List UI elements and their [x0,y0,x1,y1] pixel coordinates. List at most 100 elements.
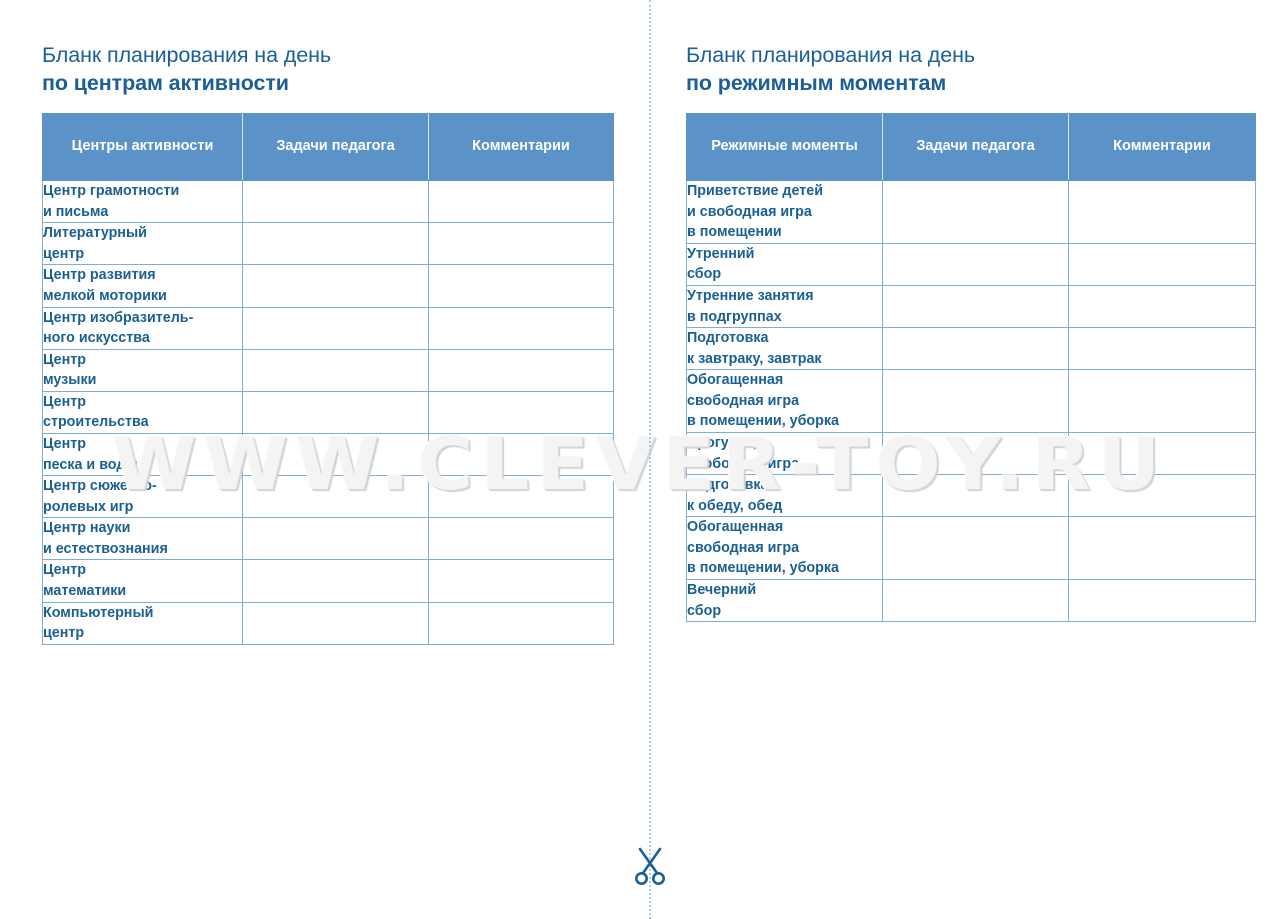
task-input-cell[interactable] [242,222,429,266]
task-input-cell[interactable] [242,559,429,603]
row-label: Утренние занятия в подгруппах [686,284,883,329]
row-label: Центр математики [42,559,243,603]
task-input-cell[interactable] [882,579,1069,623]
column-header-tasks: Задачи педагога [242,113,429,182]
row-label: Обогащенная свободная игра в помещении, … [686,516,883,581]
column-header-comments: Комментарии [428,113,614,182]
comment-input-cell[interactable] [428,222,614,266]
daily-routine-table-body: Приветствие детей и свободная игра в пом… [686,180,1256,623]
comment-input-cell[interactable] [428,475,614,519]
table-row: Подготовка к завтраку, завтрак [686,327,1256,371]
task-input-cell[interactable] [242,306,429,350]
right-form-title: Бланк планирования на день по режимным м… [686,42,1255,97]
comment-input-cell[interactable] [1068,242,1256,286]
table-row: Подготовка к обеду, обед [686,474,1256,518]
row-label: Подготовка к завтраку, завтрак [686,327,883,371]
table-row: Утренние занятия в подгруппах [686,284,1256,329]
table-row: Вечерний сбор [686,579,1256,623]
task-input-cell[interactable] [882,327,1069,371]
row-label: Центр науки и естествознания [42,517,243,561]
daily-routine-table-head: Режимные моменты Задачи педагога Коммент… [686,113,1256,182]
table-row: Обогащенная свободная игра в помещении, … [686,369,1256,433]
right-form-title-line1: Бланк планирования на день [686,43,975,67]
table-row: Приветствие детей и свободная игра в пом… [686,180,1256,244]
comment-input-cell[interactable] [1068,180,1256,244]
task-input-cell[interactable] [242,264,429,308]
row-label: Центр грамотности и письма [42,180,243,224]
row-label: Центр песка и воды [42,432,243,477]
table-row: Центр грамотности и письма [42,180,614,224]
table-row: Прогулка, свободная игра [686,431,1256,476]
task-input-cell[interactable] [242,180,429,224]
table-row: Обогащенная свободная игра в помещении, … [686,516,1256,581]
table-row: Центр музыки [42,348,614,392]
column-header-tasks: Задачи педагога [882,113,1069,182]
task-input-cell[interactable] [882,431,1069,476]
comment-input-cell[interactable] [428,517,614,561]
left-form-panel: Бланк планирования на день по центрам ак… [42,42,614,645]
row-label: Центр музыки [42,348,243,392]
comment-input-cell[interactable] [1068,369,1256,433]
comment-input-cell[interactable] [428,390,614,434]
row-label: Компьютерный центр [42,601,243,645]
left-form-title: Бланк планирования на день по центрам ак… [42,42,613,97]
table-row: Центр математики [42,559,614,603]
table-row: Центр песка и воды [42,432,614,477]
table-row: Утренний сбор [686,242,1256,286]
left-form-title-line2: по центрам активности [42,70,289,95]
row-label: Приветствие детей и свободная игра в пом… [686,180,883,244]
comment-input-cell[interactable] [428,559,614,603]
activity-centers-table-body: Центр грамотности и письма Литературный … [42,180,614,645]
table-row: Центр сюжетно- ролевых игр [42,475,614,519]
table-header-row: Режимные моменты Задачи педагога Коммент… [686,113,1256,182]
comment-input-cell[interactable] [428,348,614,392]
task-input-cell[interactable] [882,180,1069,244]
task-input-cell[interactable] [242,348,429,392]
row-label: Обогащенная свободная игра в помещении, … [686,369,883,433]
task-input-cell[interactable] [882,242,1069,286]
table-row: Компьютерный центр [42,601,614,645]
task-input-cell[interactable] [882,474,1069,518]
right-form-panel: Бланк планирования на день по режимным м… [649,0,1280,919]
row-label: Литературный центр [42,222,243,266]
row-label: Центр развития мелкой моторики [42,264,243,308]
activity-centers-table-head: Центры активности Задачи педагога Коммен… [42,113,614,182]
comment-input-cell[interactable] [428,601,614,645]
comment-input-cell[interactable] [1068,284,1256,329]
activity-centers-table: Центры активности Задачи педагога Коммен… [42,113,614,645]
comment-input-cell[interactable] [1068,327,1256,371]
task-input-cell[interactable] [882,516,1069,581]
cut-dotted-line [649,0,651,919]
comment-input-cell[interactable] [428,264,614,308]
column-header-centers: Центры активности [42,113,243,182]
left-form-title-line1: Бланк планирования на день [42,43,331,67]
comment-input-cell[interactable] [428,180,614,224]
comment-input-cell[interactable] [1068,474,1256,518]
row-label: Вечерний сбор [686,579,883,623]
table-row: Центр развития мелкой моторики [42,264,614,308]
row-label: Центр строительства [42,390,243,434]
scissors-icon [631,845,669,887]
row-label: Утренний сбор [686,242,883,286]
comment-input-cell[interactable] [1068,516,1256,581]
comment-input-cell[interactable] [428,432,614,477]
task-input-cell[interactable] [242,390,429,434]
task-input-cell[interactable] [242,432,429,477]
row-label: Центр изобразитель- ного искусства [42,306,243,350]
task-input-cell[interactable] [242,475,429,519]
task-input-cell[interactable] [242,517,429,561]
task-input-cell[interactable] [882,284,1069,329]
row-label: Центр сюжетно- ролевых игр [42,475,243,519]
task-input-cell[interactable] [242,601,429,645]
row-label: Прогулка, свободная игра [686,431,883,476]
table-row: Центр науки и естествознания [42,517,614,561]
comment-input-cell[interactable] [1068,431,1256,476]
table-row: Центр строительства [42,390,614,434]
right-form-title-line2: по режимным моментам [686,70,947,95]
table-header-row: Центры активности Задачи педагога Коммен… [42,113,614,182]
comment-input-cell[interactable] [1068,579,1256,623]
task-input-cell[interactable] [882,369,1069,433]
row-label: Подготовка к обеду, обед [686,474,883,518]
comment-input-cell[interactable] [428,306,614,350]
